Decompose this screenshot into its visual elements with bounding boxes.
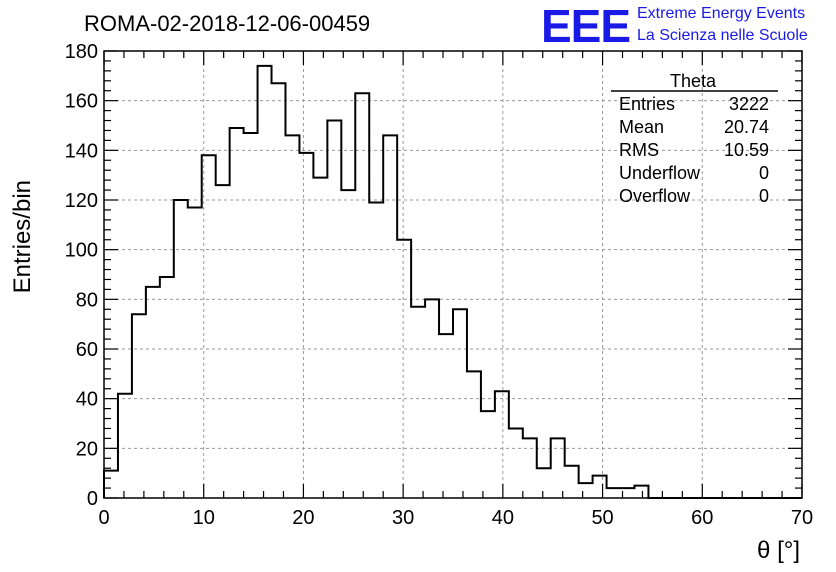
x-tick-label: 10 [193,507,215,529]
chart-title: ROMA-02-2018-12-06-00459 [84,11,370,36]
logo-line-2: La Scienza nelle Scuole [637,27,808,44]
stats-row-value: 3222 [729,94,769,114]
y-tick-label: 80 [76,289,98,311]
stats-row-label: Underflow [619,163,701,183]
stats-row-label: Entries [619,94,675,114]
y-tick-labels: 0 20 40 60 80 100 120 140 160 180 [65,41,98,510]
plot-frame [103,50,803,499]
histogram-series [103,64,802,499]
x-axis-title: θ [°] [757,537,800,564]
stats-row-label: RMS [619,140,659,160]
axis-ticks [103,50,803,499]
x-tick-label: 20 [292,507,314,529]
stats-row-value: 0 [759,186,769,206]
y-tick-label: 60 [76,339,98,361]
y-tick-label: 40 [76,389,98,411]
y-tick-label: 0 [87,488,98,510]
x-tick-label: 30 [392,507,414,529]
y-axis-title: Entries/bin [9,180,36,293]
x-tick-labels: 0 10 20 30 40 50 60 70 [98,507,813,529]
y-tick-label: 120 [65,190,98,212]
y-tick-label: 160 [65,91,98,113]
eee-logo: EEE Extreme Energy Events La Scienza nel… [541,0,808,52]
logo-mark: EEE [541,0,630,52]
y-tick-label: 140 [65,140,98,162]
stats-row-value: 0 [759,163,769,183]
x-tick-label: 40 [492,507,514,529]
y-tick-label: 100 [65,240,98,262]
y-tick-label: 180 [65,41,98,63]
stats-row-value: 20.74 [724,117,769,137]
grid-lines [104,51,802,498]
stats-rows: Entries 3222 Mean 20.74 RMS 10.59 Underflow 0 Ov… [619,94,769,206]
stats-row-label: Overflow [619,186,691,206]
x-tick-label: 50 [591,507,613,529]
x-tick-label: 0 [98,507,109,529]
x-tick-label: 60 [691,507,713,529]
stats-title: Theta [670,71,717,91]
y-tick-label: 20 [76,438,98,460]
logo-line-1: Extreme Energy Events [637,5,805,22]
x-tick-label: 70 [791,507,813,529]
stats-box: Theta Entries 3222 Mean 20.74 RMS 10.59 Underf… [611,71,778,206]
stats-row-value: 10.59 [724,140,769,160]
stats-row-label: Mean [619,117,664,137]
